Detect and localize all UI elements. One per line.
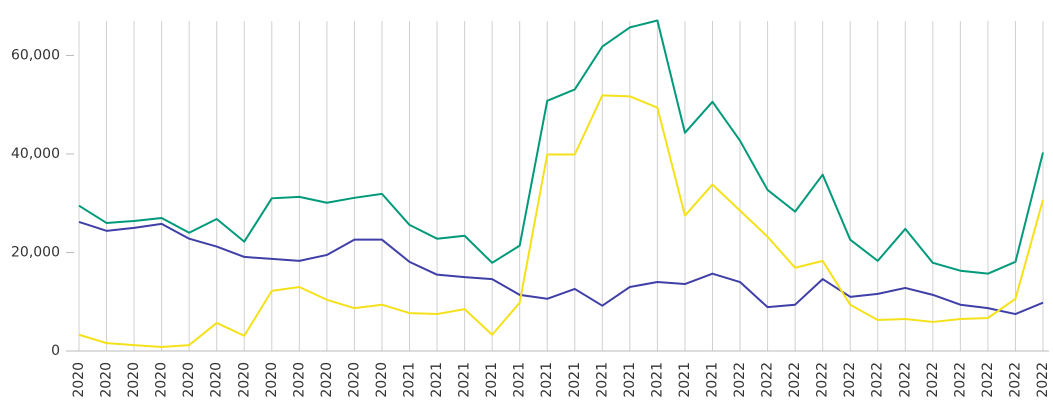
x-tick-label: 2020 [181,362,197,398]
x-tick-label: 2020 [264,362,280,398]
y-tick-label: 60,000 [11,47,60,63]
x-tick-label: 2020 [99,362,115,398]
y-tick-label: 40,000 [11,146,60,162]
x-tick-label: 2022 [952,362,968,398]
x-tick-label: 2021 [567,362,583,398]
x-tick-label: 2022 [787,362,803,398]
x-tick-label: 2020 [291,362,307,398]
x-tick-label: 2022 [842,362,858,398]
x-tick-label: 2022 [1035,362,1051,398]
x-tick-label: 2020 [319,362,335,398]
x-tick-label: 2021 [622,362,638,398]
x-tick-label: 2020 [374,362,390,398]
x-tick-label: 2022 [897,362,913,398]
x-tick-label: 2021 [457,362,473,398]
x-tick-label: 2021 [484,362,500,398]
x-tick-label: 2021 [704,362,720,398]
x-tick-label: 2022 [815,362,831,398]
x-tick-label: 2021 [649,362,665,398]
x-tick-label: 2020 [126,362,142,398]
x-tick-label: 2021 [512,362,528,398]
x-tick-label: 2022 [1007,362,1023,398]
y-tick-label: 20,000 [11,244,60,260]
x-tick-label: 2021 [402,362,418,398]
series-line [78,19,1044,275]
x-tick-label: 2022 [870,362,886,398]
x-tick-label: 2022 [732,362,748,398]
x-tick-label: 2020 [346,362,362,398]
x-tick-label: 2022 [980,362,996,398]
x-tick-label: 2022 [760,362,776,398]
x-tick-label: 2021 [594,362,610,398]
x-tick-label: 2021 [429,362,445,398]
series-line [78,94,1044,349]
x-tick-label: 2021 [677,362,693,398]
x-tick-label: 2020 [236,362,252,398]
x-tick-label: 2020 [154,362,170,398]
x-tick-label: 2020 [71,362,87,398]
x-tick-label: 2021 [539,362,555,398]
x-tick-label: 2020 [209,362,225,398]
x-tick-label: 2022 [925,362,941,398]
series-line [78,221,1044,316]
y-tick-label: 0 [51,343,60,359]
